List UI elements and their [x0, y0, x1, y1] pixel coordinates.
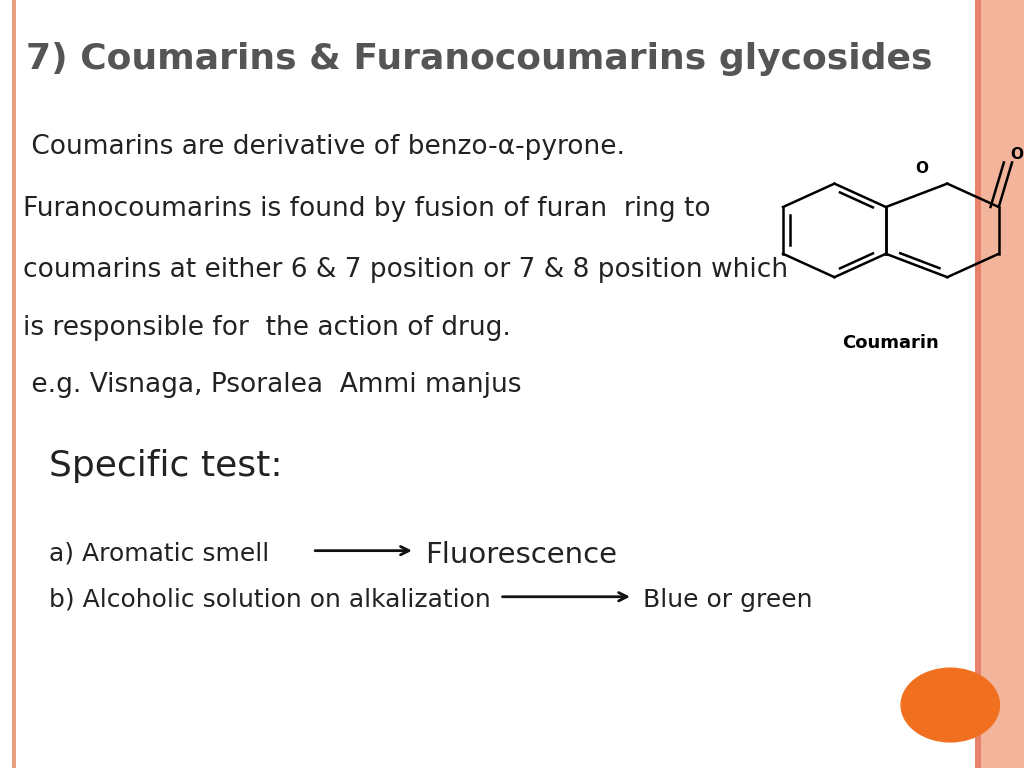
Text: e.g. Visnaga, Psoralea  Ammi manjus: e.g. Visnaga, Psoralea Ammi manjus: [23, 372, 521, 399]
Bar: [981, 0, 1024, 768]
Text: Coumarin: Coumarin: [843, 334, 939, 352]
Text: Coumarins are derivative of benzo-α-pyrone.: Coumarins are derivative of benzo-α-pyro…: [23, 134, 625, 161]
Text: O: O: [1011, 147, 1024, 162]
Text: b) Alcoholic solution on alkalization: b) Alcoholic solution on alkalization: [49, 588, 490, 611]
Text: a) Aromatic smell: a) Aromatic smell: [49, 541, 269, 565]
Text: is responsible for  the action of drug.: is responsible for the action of drug.: [23, 315, 510, 341]
Text: O: O: [915, 161, 928, 176]
Text: coumarins at either 6 & 7 position or 7 & 8 position which: coumarins at either 6 & 7 position or 7 …: [23, 257, 787, 283]
Text: 7) Coumarins & Furanocoumarins glycosides: 7) Coumarins & Furanocoumarins glycoside…: [26, 42, 932, 76]
Bar: [12, 0, 16, 768]
Text: Furanocoumarins is found by fusion of furan  ring to: Furanocoumarins is found by fusion of fu…: [23, 196, 711, 222]
Bar: [975, 0, 981, 768]
Text: Fluorescence: Fluorescence: [425, 541, 616, 569]
Circle shape: [901, 668, 999, 742]
Text: Blue or green: Blue or green: [643, 588, 813, 611]
Text: Specific test:: Specific test:: [49, 449, 283, 483]
